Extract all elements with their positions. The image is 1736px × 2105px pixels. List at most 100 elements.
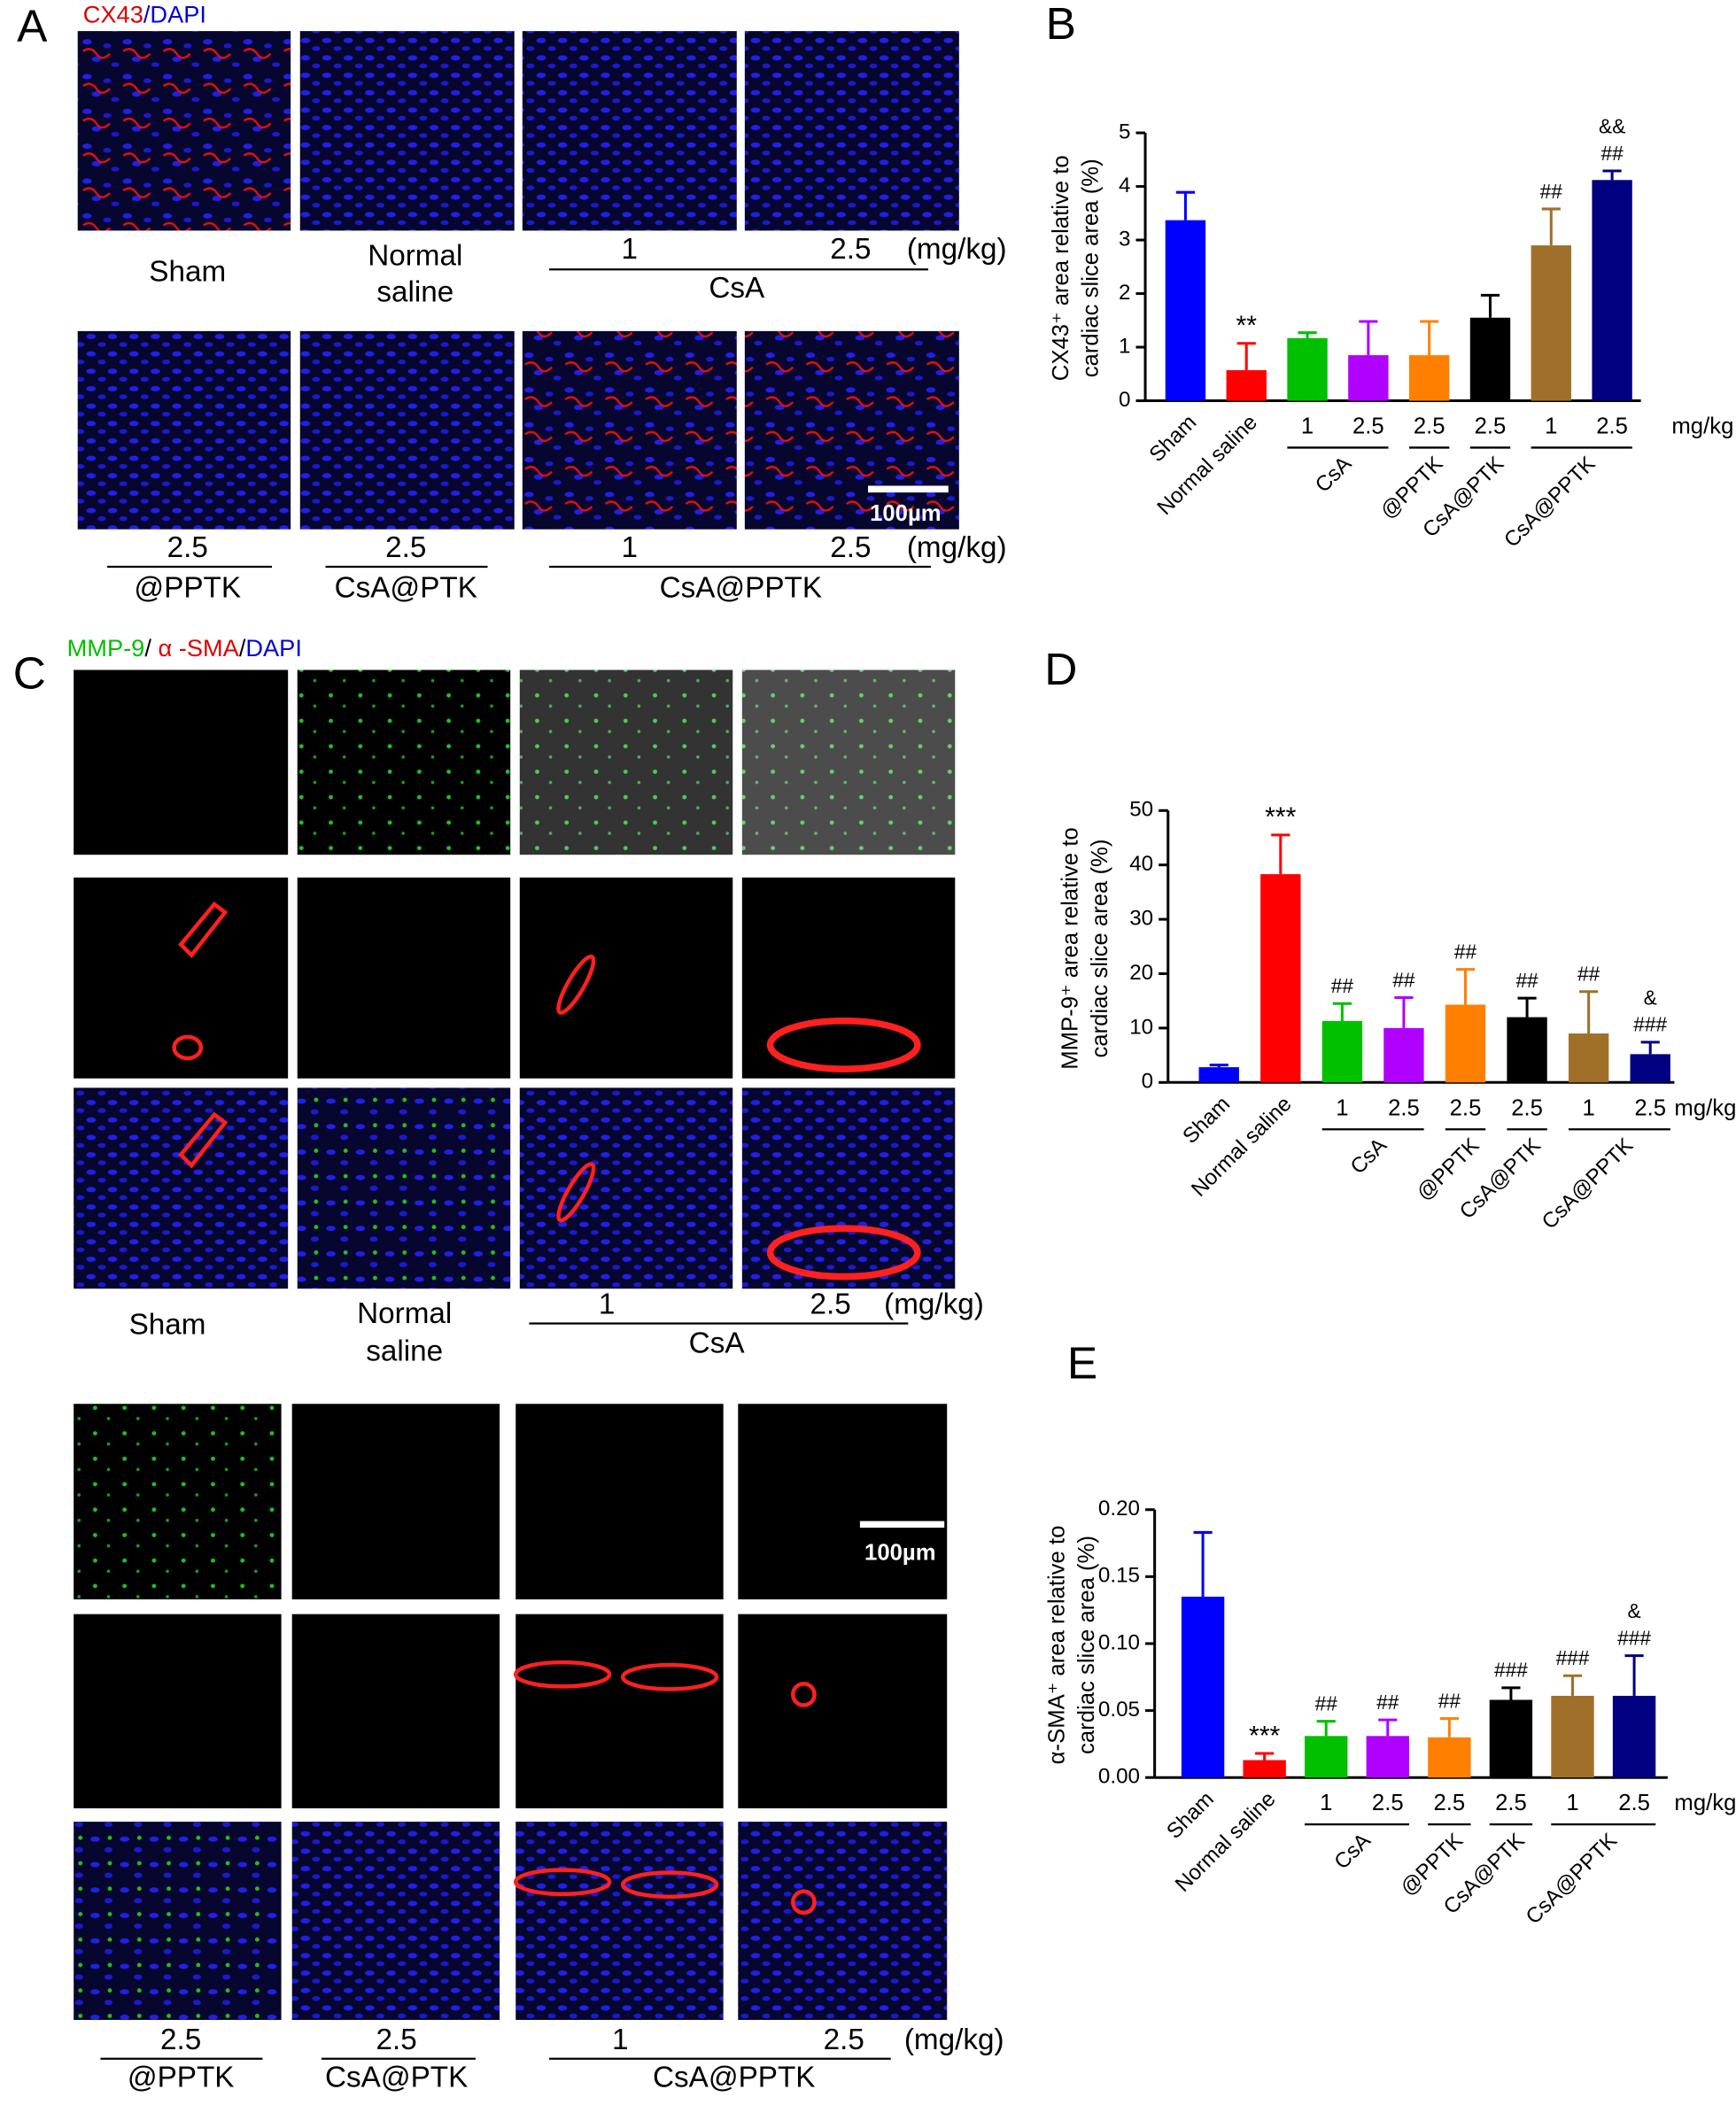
stain-name: CX43	[83, 1, 143, 28]
x-tick-label: Sham	[1144, 410, 1201, 467]
significance-label: ##	[1540, 180, 1563, 203]
x-tick-label: 2.5	[1475, 414, 1507, 439]
y-tick-label: 2	[1119, 281, 1130, 305]
panel-label: E	[1067, 1336, 1097, 1388]
significance-label: ##	[1600, 142, 1624, 165]
x-tick-label: 2.5	[1352, 414, 1384, 439]
y-tick-label: 30	[1129, 906, 1153, 930]
significance-label: ###	[1494, 1659, 1528, 1682]
significance-label: ##	[1376, 1691, 1399, 1714]
micrograph	[297, 669, 511, 855]
group-label: Sham	[149, 256, 226, 289]
stain-name: α -SMA	[158, 634, 239, 662]
x-tick-label: 1	[1566, 1791, 1578, 1815]
significance-label: ##	[1392, 968, 1415, 991]
significance-label: ##	[1315, 1692, 1338, 1715]
micrograph	[515, 1614, 724, 1808]
unit-label: (mg/kg)	[907, 531, 1007, 564]
x-tick-label: 2.5	[1495, 1791, 1527, 1815]
significance-label: ##	[1515, 969, 1538, 992]
dose-label: 2.5	[376, 2024, 417, 2056]
y-tick-label: 0	[1142, 1070, 1153, 1094]
significance-label: **	[1236, 312, 1257, 341]
y-axis-label: MMP-9⁺ area relative to	[1058, 827, 1083, 1069]
micrograph	[738, 1614, 948, 1808]
significance-label: ##	[1454, 940, 1477, 963]
bar	[1469, 317, 1511, 401]
panel-a-labels: Sham Normal saline 1 2.5 (mg/kg) CsA 2.5…	[106, 233, 1007, 605]
y-tick-label: 1	[1119, 334, 1130, 358]
unit-label: mg/kg	[1674, 1095, 1736, 1120]
significance-label: ***	[1249, 1722, 1281, 1751]
x-tick-label: 2.5	[1634, 1095, 1666, 1120]
y-tick-label: 10	[1129, 1015, 1153, 1039]
dose-label: 1	[612, 2024, 629, 2056]
micrograph	[299, 330, 515, 530]
y-axis-label: α-SMA⁺ area relative to	[1045, 1526, 1070, 1765]
dose-label: 1	[622, 233, 639, 266]
micrograph	[738, 1822, 948, 2020]
stain-name: MMP-9	[67, 634, 145, 662]
panel-a-images: 100µm	[77, 31, 959, 530]
micrograph	[74, 1614, 282, 1808]
x-tick-label: 2.5	[1450, 1095, 1482, 1120]
y-tick-label: 0.15	[1098, 1564, 1140, 1588]
vessel	[178, 1111, 229, 1169]
vessel	[172, 1034, 204, 1061]
y-tick-label: 3	[1119, 227, 1130, 251]
x-tick-label: 2.5	[1414, 414, 1445, 439]
unit-label: mg/kg	[1671, 414, 1733, 439]
micrograph	[522, 31, 737, 231]
dose-label: 2.5	[167, 531, 208, 564]
bar	[1243, 1760, 1286, 1778]
drug-label: CsA@PPTK	[660, 572, 823, 605]
x-tick-label: 2.5	[1511, 1095, 1543, 1120]
bar	[1612, 1695, 1656, 1778]
drug-label: @PPTK	[134, 572, 241, 605]
bar	[1260, 874, 1301, 1083]
micrograph	[515, 1404, 724, 1600]
dose-label: 2.5	[830, 233, 871, 266]
micrograph	[77, 31, 291, 231]
group-label: Sham	[129, 1308, 206, 1341]
drug-label: CsA@PTK	[335, 572, 477, 605]
significance-label: &&	[1599, 115, 1625, 138]
drug-label: @PPTK	[128, 2061, 235, 2093]
stain-legend: CX43/DAPI	[83, 1, 206, 28]
bar	[1445, 1004, 1486, 1083]
drug-label: CsA@PTK	[325, 2061, 468, 2093]
x-tick-label: Sham	[1162, 1787, 1219, 1844]
panel-c-labels: Sham Normal saline 1 2.5 (mg/kg) CsA 2.5…	[100, 1289, 1004, 2093]
panel-label: C	[13, 647, 46, 699]
significance-label: ##	[1438, 1689, 1461, 1712]
bar	[1383, 1027, 1424, 1083]
stain-name: /	[144, 634, 158, 662]
vessel	[620, 1662, 719, 1691]
dose-label: 2.5	[385, 531, 426, 564]
vessel	[620, 1870, 719, 1900]
bar	[1551, 1695, 1594, 1778]
y-tick-label: 0.00	[1098, 1765, 1140, 1789]
bar	[1287, 337, 1328, 401]
group-label: CsA	[1329, 1828, 1376, 1874]
vessel	[766, 1225, 921, 1281]
group-label: Normal	[368, 239, 462, 272]
panel-label: D	[1044, 643, 1077, 694]
x-tick-label: 1	[1336, 1095, 1348, 1120]
bar	[1630, 1054, 1670, 1083]
vessel	[178, 902, 229, 959]
group-label: CsA@PPTK	[1538, 1134, 1638, 1234]
drug-label: CsA@PPTK	[653, 2061, 816, 2093]
x-tick-label: 2.5	[1433, 1791, 1465, 1815]
micrograph	[515, 1822, 724, 2020]
dose-label: 2.5	[160, 2024, 201, 2056]
micrograph	[299, 31, 515, 231]
micrograph	[744, 31, 959, 231]
x-tick-label: 2.5	[1388, 1095, 1420, 1120]
micrograph	[744, 330, 959, 530]
y-axis-label: CX43⁺ area relative to	[1049, 155, 1073, 381]
micrograph	[77, 330, 291, 530]
significance-label: ##	[1577, 963, 1600, 986]
